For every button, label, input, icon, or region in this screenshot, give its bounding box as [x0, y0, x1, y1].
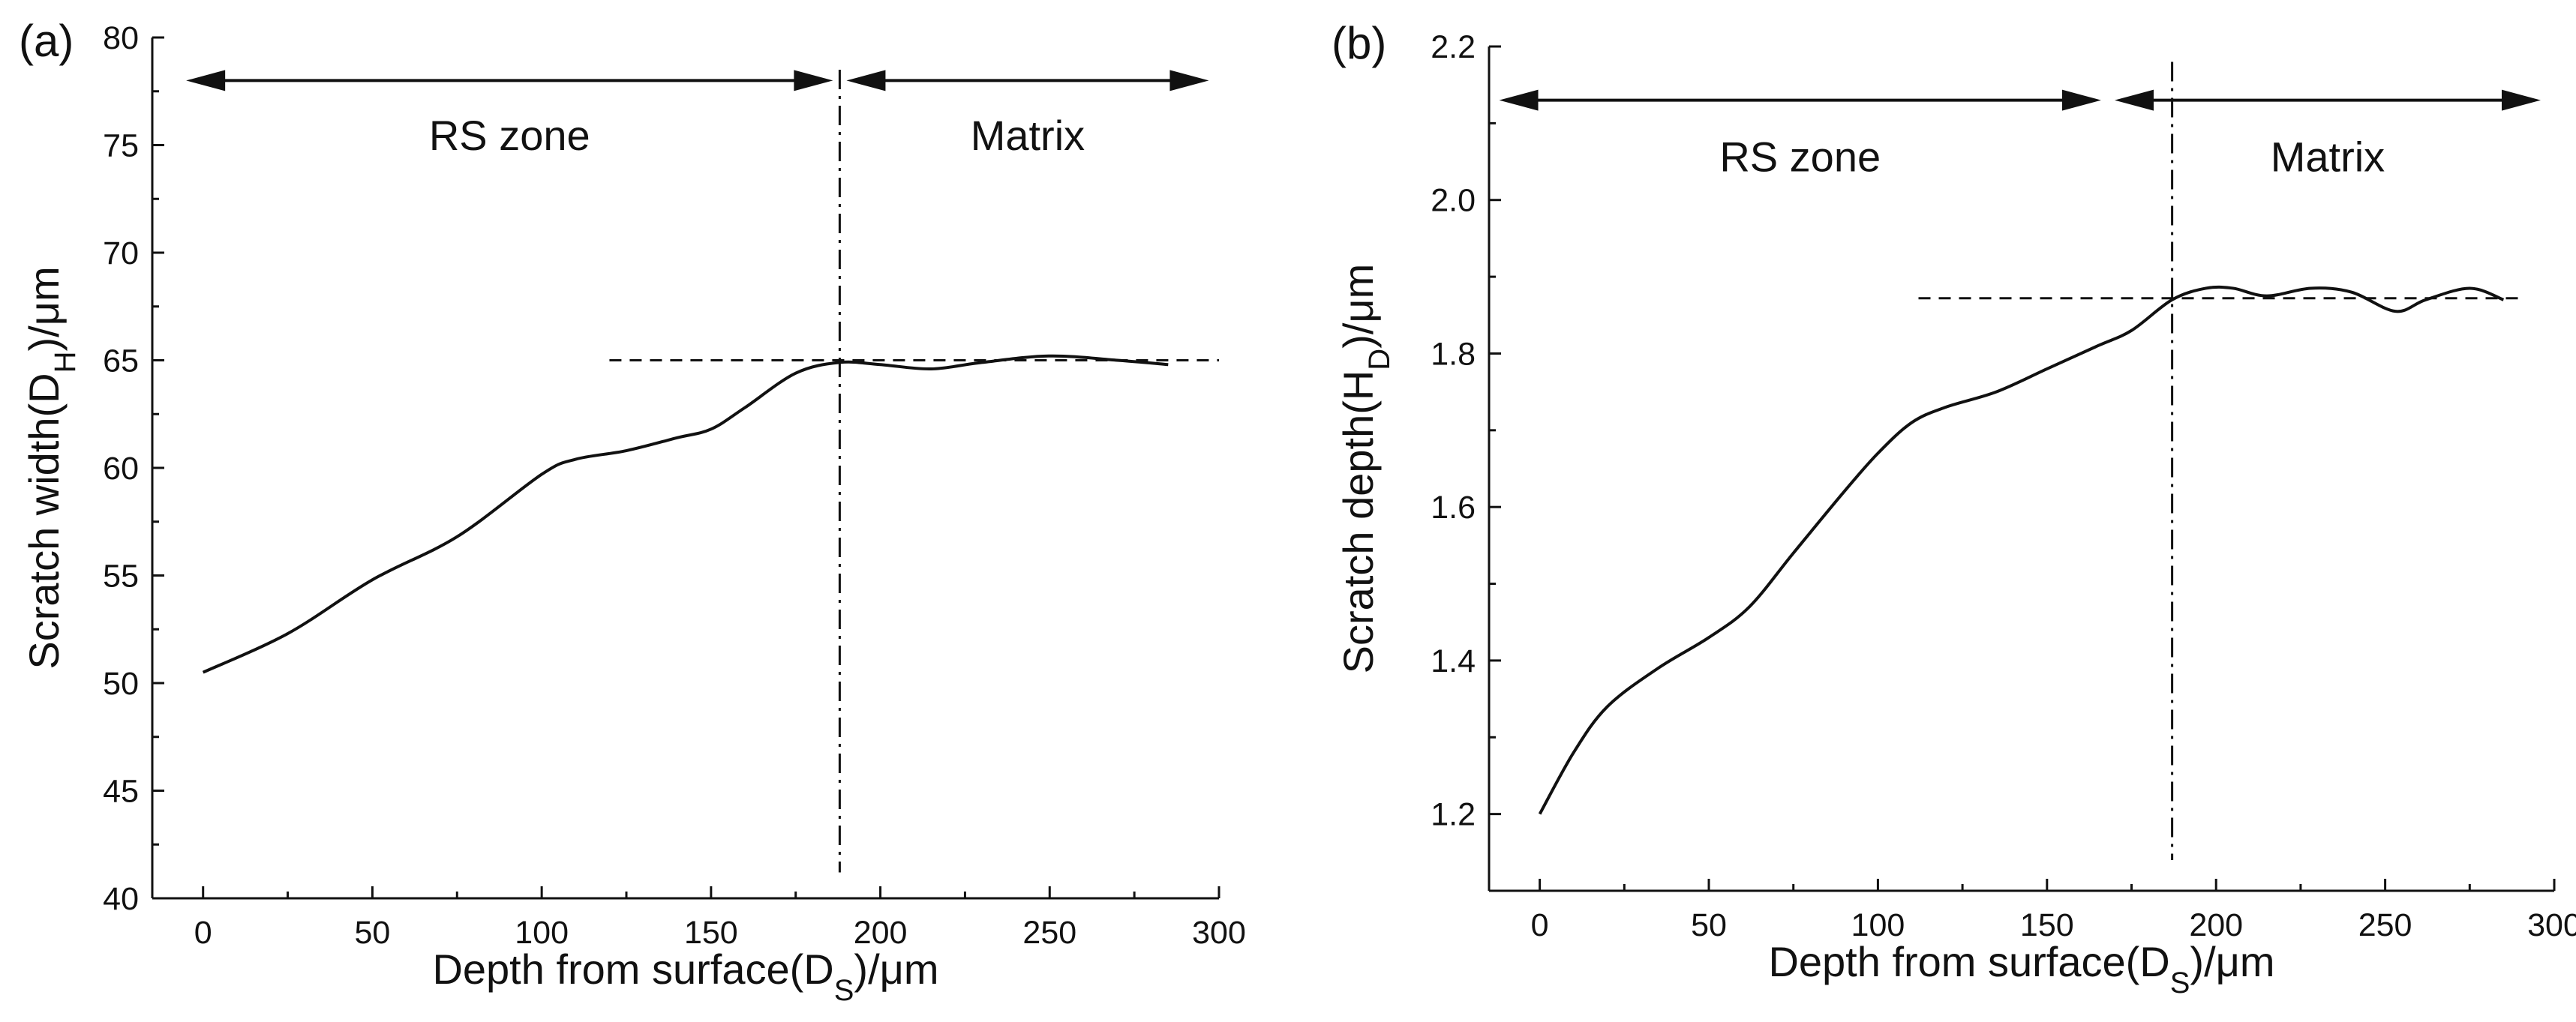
x-tick-label: 200: [2189, 907, 2243, 943]
x-tick-label: 0: [194, 915, 212, 951]
y-tick-label: 1.4: [1431, 643, 1476, 679]
y-tick-label: 70: [103, 235, 139, 271]
matrix-zone-arrow-head-left: [2114, 89, 2154, 111]
panel-label: (b): [1332, 18, 1386, 68]
rs-zone-arrow-head-right: [2061, 89, 2101, 111]
matrix-zone-arrow-head-right: [1169, 70, 1209, 91]
rs-zone-arrow-head-left: [1499, 89, 1539, 111]
x-axis-title: Depth from surface(DS)/μm: [1768, 938, 2274, 1000]
matrix-zone-label: Matrix: [971, 112, 1085, 159]
chart-panel-a: 0 50 100 150 200 250 300 40 45 50 55 60 65 70 75 80 Dept…: [19, 16, 1246, 1007]
rs-zone-arrow-head-left: [186, 70, 226, 91]
rs-zone-label: RS zone: [429, 112, 590, 159]
y-axis-title: Scratch width(DH)/μm: [20, 266, 82, 669]
x-tick-label: 250: [2358, 907, 2412, 943]
y-tick-label: 1.6: [1431, 490, 1476, 526]
y-tick-label: 55: [103, 559, 139, 595]
series-line: [202, 354, 1169, 674]
series-line: [1538, 285, 2505, 815]
x-tick-label: 200: [854, 915, 908, 951]
rs-zone-label: RS zone: [1719, 133, 1881, 180]
x-tick-label: 250: [1022, 915, 1076, 951]
panel-label: (a): [19, 16, 74, 66]
y-tick-label: 2.2: [1431, 29, 1476, 65]
y-tick-label: 50: [103, 666, 139, 702]
y-tick-label: 65: [103, 343, 139, 379]
y-tick-label: 40: [103, 881, 139, 917]
matrix-zone-arrow-head-right: [2501, 89, 2541, 111]
x-tick-label: 50: [1691, 907, 1727, 943]
x-tick-label: 50: [355, 915, 391, 951]
y-tick-label: 75: [103, 128, 139, 164]
x-axis-title: Depth from surface(DS)/μm: [432, 946, 938, 1007]
y-tick-label: 60: [103, 451, 139, 487]
x-tick-label: 0: [1531, 907, 1549, 943]
x-tick-label: 100: [515, 915, 569, 951]
y-tick-label: 80: [103, 20, 139, 56]
x-tick-label: 300: [2527, 907, 2576, 943]
chart-panel-b: 0 50 100 150 200 250 300 1.2 1.4 1.6 1.8 2.0 2.2 Dept…: [1332, 18, 2576, 1000]
y-axis-title: Scratch depth(HD)/μm: [1335, 264, 1396, 674]
matrix-zone-arrow-head-left: [846, 70, 886, 91]
x-tick-label: 150: [2020, 907, 2074, 943]
matrix-zone-label: Matrix: [2271, 133, 2385, 180]
x-tick-label: 150: [684, 915, 738, 951]
y-tick-label: 2.0: [1431, 183, 1476, 219]
rs-zone-arrow-head-right: [794, 70, 833, 91]
y-tick-label: 1.8: [1431, 336, 1476, 372]
y-tick-label: 45: [103, 774, 139, 810]
y-tick-label: 1.2: [1431, 797, 1476, 833]
x-tick-label: 100: [1851, 907, 1905, 943]
x-tick-label: 300: [1192, 915, 1246, 951]
